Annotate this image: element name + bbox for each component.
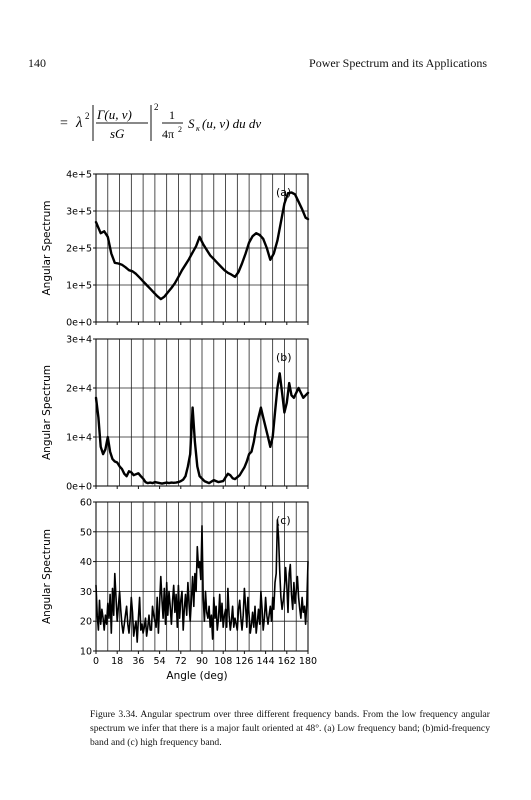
figure: Angle (deg) 0e+0 1e+5 2e+5 3e+5 4e+5 Angular …	[41, 170, 317, 683]
eq-equals: =	[60, 116, 68, 131]
y-tick-label: 4e+5	[66, 170, 92, 181]
x-axis-label: Angle (deg)	[166, 670, 227, 682]
y-tick-label: 2e+5	[66, 244, 92, 255]
equation: = λ 2 Γ(u, v) sG 2 1 4π 2 S κ (u, v) du …	[60, 102, 261, 141]
chart-panel-2: 0e+0 1e+4 2e+4 3e+4 Angular Spectrum (b)	[41, 335, 310, 493]
x-tick-label: 90	[196, 656, 208, 667]
eq-fourpi-sq: 2	[178, 125, 182, 134]
y-tick-label: 20	[80, 617, 92, 628]
y-axis-label: Angular Spectrum	[41, 200, 53, 295]
x-tick-label: 72	[175, 656, 187, 667]
eq-lambda-sq: 2	[85, 111, 90, 121]
y-tick-label: 30	[80, 587, 92, 598]
eq-S: S	[188, 116, 195, 131]
eq-numerator: Γ(u, v)	[96, 107, 132, 122]
y-tick-label: 60	[80, 498, 92, 509]
y-tick-label: 0e+0	[66, 318, 92, 329]
eq-power: 2	[154, 102, 159, 112]
page-number: 140	[28, 56, 46, 70]
x-tick-label: 36	[132, 656, 144, 667]
y-tick-label: 3e+5	[66, 207, 92, 218]
y-tick-label: 0e+0	[66, 482, 92, 493]
y-tick-label: 2e+4	[66, 384, 92, 395]
y-tick-label: 1e+4	[66, 433, 92, 444]
y-axis-label: Angular Spectrum	[41, 529, 53, 624]
y-axis-label: Angular Spectrum	[41, 365, 53, 460]
figure-caption: Figure 3.34. Angular spectrum over three…	[90, 709, 490, 748]
running-head: Power Spectrum and its Applications	[309, 56, 487, 70]
eq-denominator: sG	[110, 126, 125, 141]
x-tick-label: 144	[257, 656, 275, 667]
x-tick-label: 108	[214, 656, 232, 667]
x-tick-label: 0	[93, 656, 99, 667]
eq-one: 1	[169, 108, 175, 122]
eq-S-sub: κ	[196, 124, 200, 133]
series-line	[95, 519, 309, 643]
series-line	[94, 372, 310, 485]
panel-label: (c)	[276, 514, 291, 527]
series-line	[94, 191, 310, 301]
eq-tail: (u, v) du dv	[202, 116, 261, 131]
eq-fourpi: 4π	[162, 127, 174, 141]
x-tick-label: 162	[278, 656, 296, 667]
y-tick-label: 1e+5	[66, 281, 92, 292]
y-tick-label: 40	[80, 557, 92, 568]
x-tick-label: 126	[235, 656, 253, 667]
chart-panel-3: 10 20 30 40 50 60 Angular Spectrum (c)	[41, 498, 309, 658]
panel-label: (b)	[276, 351, 292, 364]
eq-lambda: λ	[75, 115, 83, 131]
y-tick-label: 50	[80, 527, 92, 538]
x-tick-label: 180	[299, 656, 317, 667]
y-tick-label: 3e+4	[66, 335, 92, 346]
y-tick-label: 10	[80, 647, 92, 658]
x-tick-label: 18	[111, 656, 123, 667]
x-tick-label: 54	[154, 656, 166, 667]
